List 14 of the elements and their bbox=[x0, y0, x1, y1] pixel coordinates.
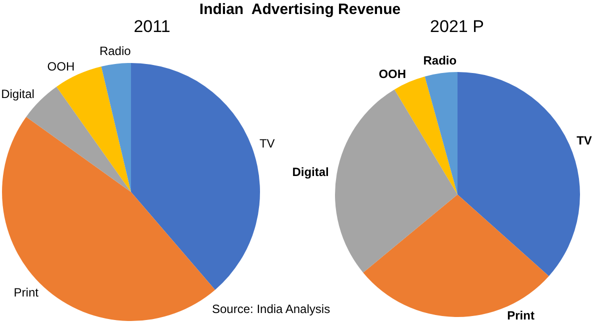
slice-label: Radio bbox=[423, 54, 457, 68]
chart-title: Indian Advertising Revenue bbox=[198, 1, 402, 18]
slice-label: TV bbox=[259, 136, 275, 151]
source-note: Source: India Analysis bbox=[212, 302, 330, 316]
slice-label: Print bbox=[507, 308, 534, 322]
slice-label: OOH bbox=[47, 59, 75, 74]
slice-label: OOH bbox=[378, 66, 406, 81]
slice-label: Digital bbox=[1, 87, 34, 102]
chart-subtitle: 2021 P bbox=[429, 17, 485, 37]
chart-subtitle: 2011 bbox=[132, 17, 172, 37]
slice-label: Radio bbox=[99, 44, 132, 58]
slice-label: Digital bbox=[292, 164, 329, 179]
slice-label: TV bbox=[576, 133, 592, 148]
slice-label: Print bbox=[14, 285, 40, 300]
